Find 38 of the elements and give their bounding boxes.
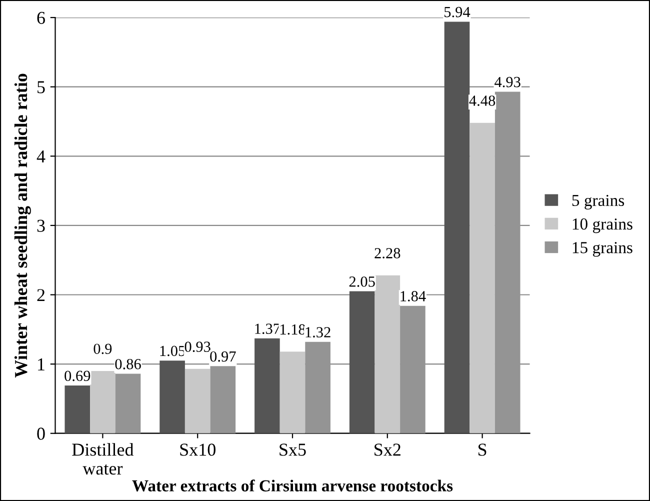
data-label: 0.9 [94,344,112,354]
bar [444,22,470,434]
bar [470,122,495,434]
y-tick-label: 6 [37,12,45,24]
y-tick-label: 3 [37,220,45,232]
legend-label: 5 grains [572,194,624,210]
data-label: 0.86 [115,358,141,370]
data-label: 5.94 [444,6,470,18]
legend-label: 15 grains [572,242,632,257]
x-tick-label: Sx2 [374,444,400,456]
bar [64,386,90,434]
legend-label: 10 grains [572,218,632,234]
y-tick-label: 1 [38,358,44,370]
data-label: 0.97 [210,351,236,362]
bar [374,275,400,434]
x-tick-label: Distilled water [72,443,134,475]
y-tick-label: 5 [38,81,45,94]
y-tick-label: 0 [37,428,45,440]
data-label: 0.93 [184,342,210,352]
x-tick-label: S [478,444,486,456]
bar [280,352,306,434]
y-axis-title: Winter wheat seedling and radicle ratio [14,74,31,378]
bar [90,370,116,434]
bar [349,291,375,434]
data-label: 1.32 [306,327,330,338]
data-label: 0.69 [64,370,90,382]
data-label: 1.37 [255,324,280,334]
data-label: 1.84 [400,291,426,302]
bar [184,368,210,434]
x-axis-title: Water extracts of Cirsium arvense rootstocks [132,480,453,492]
data-label: 4.93 [494,76,520,88]
y-tick-label: 4 [36,150,46,162]
x-tick-label: Sx5 [280,444,306,456]
x-tick-label: Sx10 [180,444,216,456]
data-label: 2.05 [349,276,375,287]
y-tick-label: 2 [37,289,45,302]
data-label: 2.28 [374,248,400,258]
data-label: 4.48 [469,96,496,106]
